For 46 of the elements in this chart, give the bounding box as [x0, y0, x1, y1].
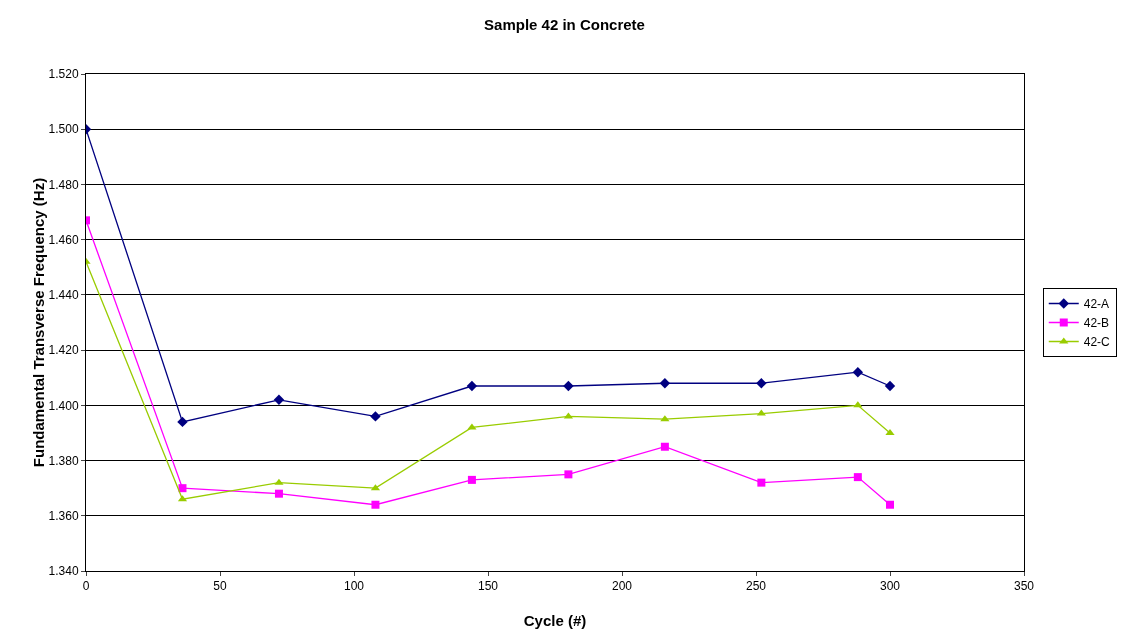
- x-tick-label: 350: [1013, 579, 1035, 594]
- point: [466, 380, 478, 392]
- legend-label: 42-B: [1083, 316, 1110, 331]
- point: [563, 380, 574, 392]
- y-tick-label: 1.380: [48, 453, 79, 468]
- point: [852, 367, 864, 378]
- y-tick-label: 1.500: [48, 122, 79, 137]
- y-tick-label: 1.480: [48, 177, 79, 192]
- x-tick-label: 250: [745, 579, 767, 594]
- point: [273, 394, 285, 406]
- x-axis-title: Cycle (#): [523, 612, 587, 629]
- point: [274, 478, 284, 485]
- point: [660, 442, 669, 451]
- point: [659, 378, 671, 389]
- point: [564, 470, 573, 479]
- y-axis-title: Fundamental Transverse Frequency (Hz): [29, 177, 47, 468]
- chart-title: Sample 42 in Concrete: [484, 15, 645, 33]
- point: [885, 428, 895, 435]
- y-tick-label: 1.360: [48, 508, 79, 523]
- point: [660, 415, 670, 422]
- point: [756, 378, 767, 389]
- x-tick-label: 0: [82, 579, 90, 594]
- x-tick-label: 50: [213, 579, 227, 594]
- point: [371, 500, 380, 509]
- point: [853, 473, 862, 482]
- point: [370, 411, 381, 422]
- x-tick-label: 300: [879, 579, 901, 594]
- y-tick-label: 1.520: [48, 67, 79, 82]
- point: [274, 489, 283, 498]
- point: [467, 475, 476, 484]
- legend-label: 42-A: [1083, 297, 1110, 312]
- point: [757, 478, 766, 487]
- y-tick-label: 1.340: [48, 564, 79, 579]
- legend-label: 42-C: [1083, 335, 1111, 350]
- y-tick-label: 1.400: [48, 398, 79, 413]
- y-tick-label: 1.420: [48, 343, 79, 358]
- x-tick-label: 200: [611, 579, 633, 594]
- point: [886, 500, 894, 509]
- x-tick-label: 150: [477, 579, 499, 594]
- y-tick-label: 1.460: [48, 232, 79, 247]
- point: [884, 380, 896, 392]
- point: [178, 484, 187, 493]
- point: [177, 416, 188, 428]
- point: [756, 409, 766, 416]
- x-tick-label: 100: [343, 579, 365, 594]
- y-tick-label: 1.440: [48, 288, 79, 303]
